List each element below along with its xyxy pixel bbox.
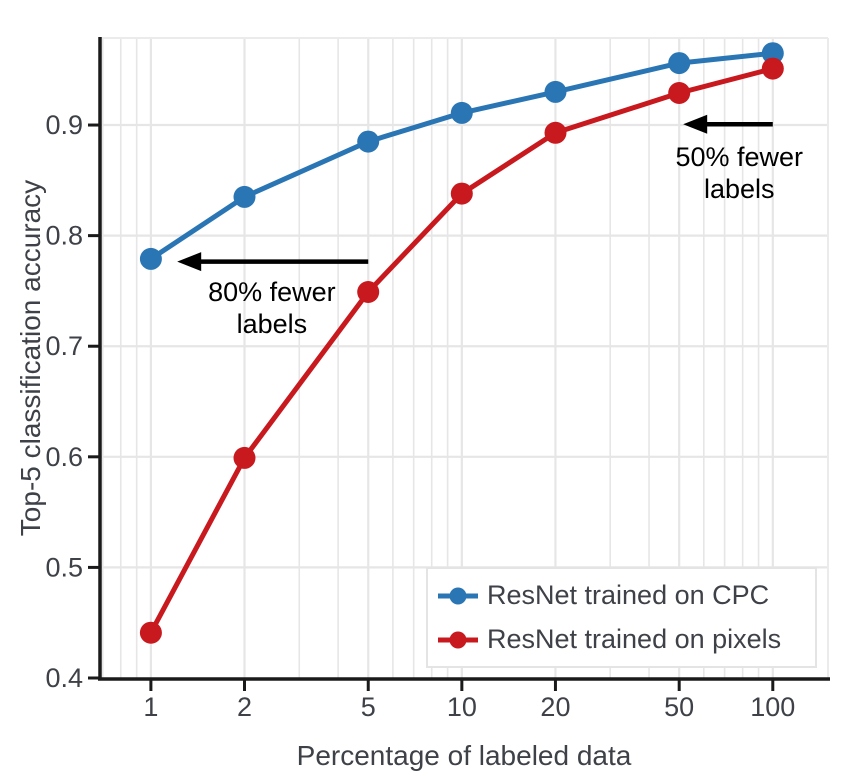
series-point-0 [668,52,691,75]
series-point-0 [233,185,256,208]
series-point-0 [357,130,380,153]
legend-label-pixels: ResNet trained on pixels [487,624,782,654]
annotation-text-0: 80% fewer labels [208,277,336,339]
series-point-1 [544,121,567,144]
series-point-1 [357,281,380,303]
legend-label-cpc: ResNet trained on CPC [487,580,770,610]
series-point-0 [544,80,567,103]
x-tick-label: 1 [143,692,158,722]
x-tick-label: 2 [237,692,252,722]
x-tick-label: 50 [664,692,694,722]
series-point-0 [450,101,473,124]
y-tick-label: 0.6 [45,442,83,472]
annotation-text-1: 50% fewer labels [675,142,803,204]
x-axis-label: Percentage of labeled data [296,740,632,771]
legend-marker-cpc-icon [438,587,478,604]
series-point-1 [761,57,784,80]
y-tick-label: 0.7 [45,331,83,361]
y-tick-label: 0.9 [45,110,83,140]
x-tick-label: 20 [540,692,570,722]
legend-item-cpc: ResNet trained on CPC [436,577,815,615]
series-point-1 [668,82,691,104]
x-tick-label: 5 [361,692,376,722]
series-point-0 [761,42,784,65]
series-point-0 [139,247,162,270]
annotation-arrow-head-icon [683,114,708,134]
legend: ResNet trained on CPC ResNet trained on … [426,567,817,668]
x-tick-label: 10 [447,692,477,722]
series-point-1 [139,621,162,644]
annotation-arrow-head-icon [177,252,202,272]
series-point-1 [450,182,473,205]
x-tick-label: 100 [750,692,795,722]
legend-item-pixels: ResNet trained on pixels [436,621,815,659]
series-point-1 [233,446,256,469]
y-tick-label: 0.4 [45,663,83,693]
legend-marker-pixels-icon [438,631,478,648]
y-axis-label: Top-5 classification accuracy [15,179,46,537]
y-tick-label: 0.8 [45,221,83,251]
y-tick-label: 0.5 [45,552,83,582]
